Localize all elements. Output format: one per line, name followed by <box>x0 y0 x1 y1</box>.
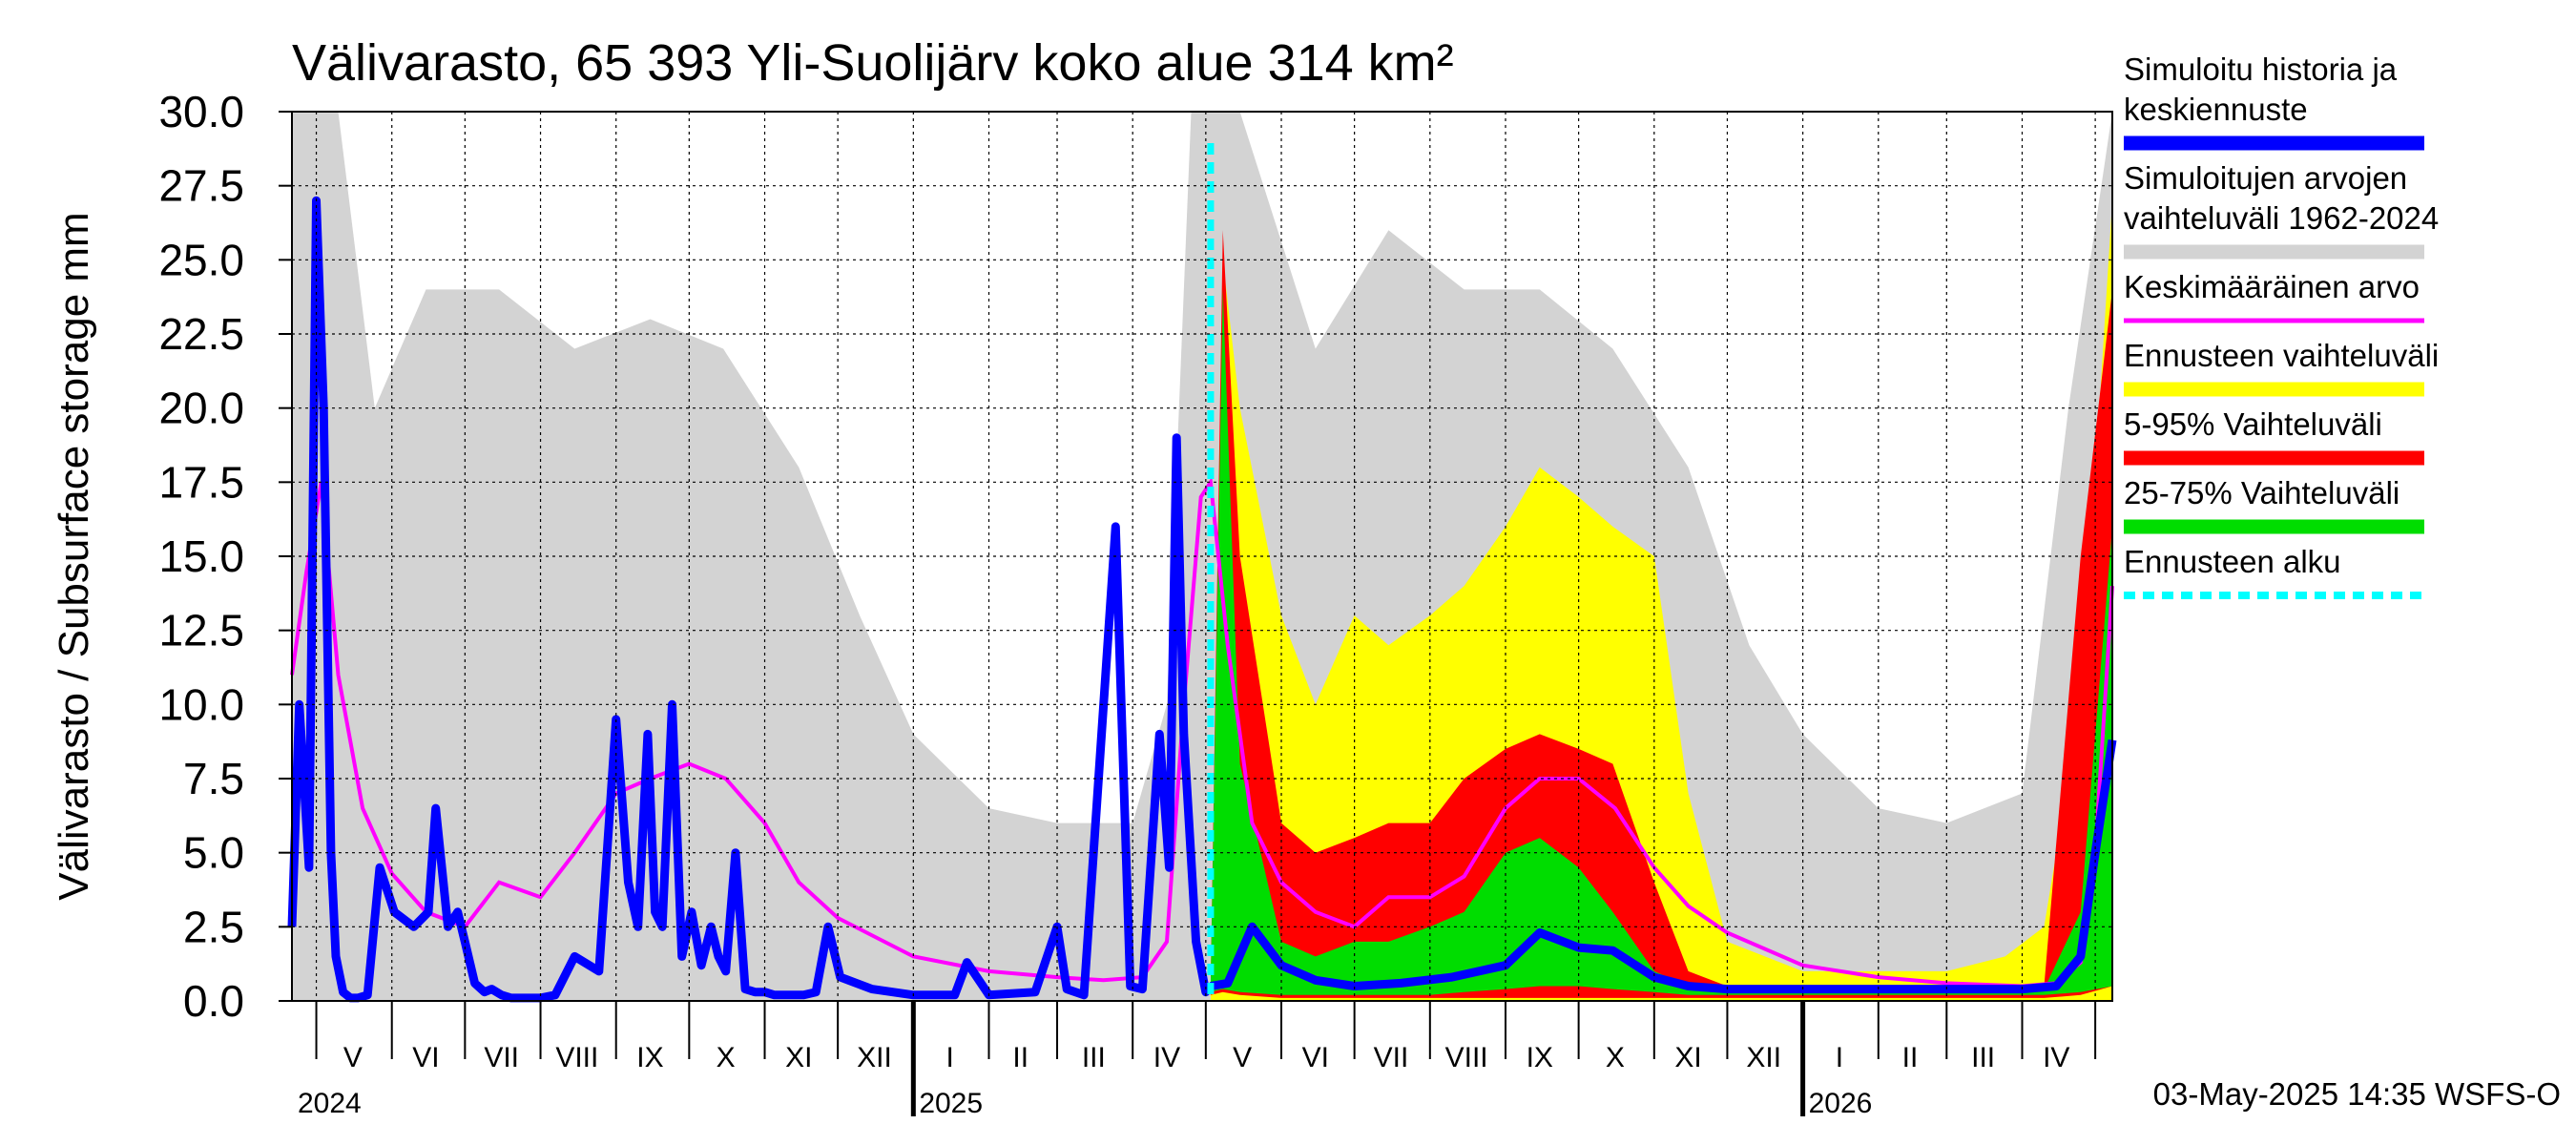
x-month-label: V <box>1233 1042 1252 1073</box>
axes: 0.0 2.5 5.0 7.5 10.0 12.5 15.0 17.5 20.0 22.5 25.0… <box>158 87 2113 1119</box>
y-tick-label: 22.5 <box>158 309 244 359</box>
legend-label: vaihteluväli 1962-2024 <box>2124 200 2439 236</box>
x-year-label: 2025 <box>919 1088 983 1119</box>
x-month-label: XII <box>857 1042 892 1073</box>
y-tick-label: 20.0 <box>158 384 244 433</box>
x-month-label: VII <box>484 1042 519 1073</box>
y-tick-label: 15.0 <box>158 531 244 581</box>
legend-label: Simuloitujen arvojen <box>2124 160 2407 196</box>
legend-label: keskiennuste <box>2124 92 2308 127</box>
x-month-label: V <box>343 1042 363 1073</box>
x-month-label: XI <box>785 1042 812 1073</box>
legend-label: 5-95% Vaihteluväli <box>2124 406 2382 442</box>
x-month-label: VIII <box>555 1042 598 1073</box>
y-tick-label: 10.0 <box>158 679 244 729</box>
x-month-label: IV <box>1153 1042 1180 1073</box>
legend-label: 25-75% Vaihteluväli <box>2124 475 2399 510</box>
x-month-label: VI <box>412 1042 439 1073</box>
y-tick-label: 25.0 <box>158 235 244 284</box>
x-year-label: 2026 <box>1809 1088 1873 1119</box>
y-tick-label: 7.5 <box>183 754 244 803</box>
p5-95-band <box>1210 230 2112 998</box>
x-month-label: IX <box>1527 1042 1553 1073</box>
y-tick-label: 30.0 <box>158 87 244 136</box>
legend-label: Ennusteen alku <box>2124 544 2341 579</box>
legend-label: Keskimääräinen arvo <box>2124 269 2420 304</box>
y-tick-label: 5.0 <box>183 828 244 878</box>
chart-title: Välivarasto, 65 393 Yli-Suolijärv koko a… <box>292 34 1454 92</box>
x-month-label: I <box>945 1042 953 1073</box>
mean-line <box>290 476 2114 989</box>
x-month-label: IV <box>2043 1042 2069 1073</box>
y-tick-label: 17.5 <box>158 457 244 507</box>
x-month-label: X <box>1606 1042 1625 1073</box>
x-month-label: XII <box>1746 1042 1781 1073</box>
y-tick-label: 12.5 <box>158 606 244 656</box>
legend: Simuloitu historia ja keskiennuste Simuloi… <box>2124 52 2439 599</box>
x-month-label: II <box>1012 1042 1028 1073</box>
y-tick-label: 2.5 <box>183 902 244 951</box>
x-month-label: IX <box>636 1042 663 1073</box>
y-tick-label: 0.0 <box>183 976 244 1026</box>
legend-label: Ennusteen vaihteluväli <box>2124 338 2439 373</box>
x-month-label: X <box>717 1042 736 1073</box>
forecast-range-band <box>1210 200 2112 1001</box>
x-month-label: VI <box>1302 1042 1329 1073</box>
x-month-label: I <box>1836 1042 1843 1073</box>
footer-timestamp: 03-May-2025 14:35 WSFS-O <box>2153 1076 2561 1112</box>
x-year-label: 2024 <box>298 1088 362 1119</box>
x-month-label: XI <box>1674 1042 1701 1073</box>
median-forecast-line <box>1210 739 2117 994</box>
y-tick-label: 27.5 <box>158 161 244 211</box>
x-month-label: III <box>1971 1042 1995 1073</box>
x-month-label: VII <box>1374 1042 1409 1073</box>
x-month-label: VIII <box>1445 1042 1488 1073</box>
y-axis-label: Välivarasto / Subsurface storage mm <box>51 212 97 900</box>
x-month-label: III <box>1082 1042 1106 1073</box>
x-month-label: II <box>1902 1042 1919 1073</box>
legend-label: Simuloitu historia ja <box>2124 52 2398 87</box>
